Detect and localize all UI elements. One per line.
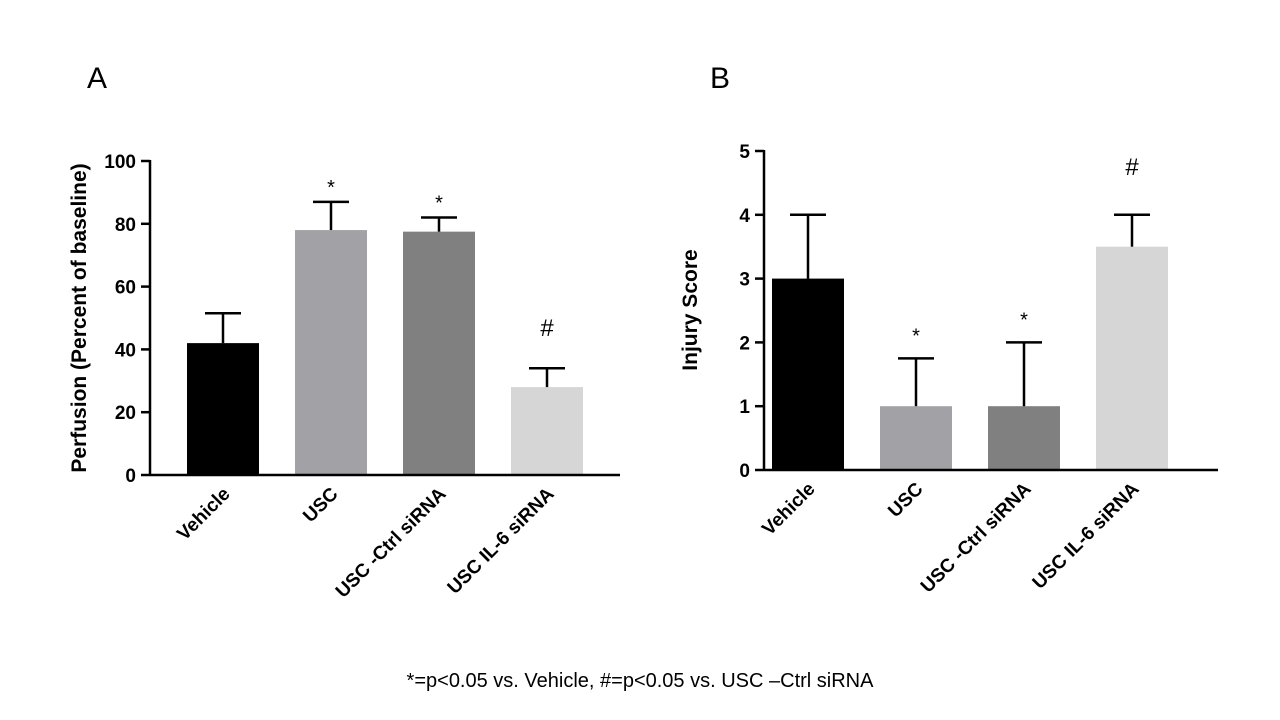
category-label-0: Vehicle [173, 484, 234, 545]
y-tick-label-0: 0 [739, 461, 750, 482]
bar-1 [295, 230, 367, 475]
bar-1 [880, 406, 952, 470]
category-label-1: USC [884, 478, 927, 521]
category-label-2: USC -Ctrl siRNA [332, 483, 451, 602]
significance-mark-3: # [1125, 154, 1139, 181]
bar-3 [511, 387, 583, 475]
y-tick-label-3: 60 [115, 278, 136, 299]
y-tick-label-2: 2 [739, 333, 750, 354]
category-label-1: USC [299, 483, 342, 526]
y-axis-title: Injury Score [679, 249, 702, 370]
y-tick-label-3: 3 [739, 270, 750, 291]
significance-footnote: *=p<0.05 vs. Vehicle, #=p<0.05 vs. USC –… [406, 670, 874, 692]
y-tick-label-1: 20 [115, 403, 136, 424]
bar-3 [1096, 246, 1168, 470]
category-label-3: USC IL-6 siRNA [1029, 478, 1144, 593]
category-label-0: Vehicle [758, 479, 819, 540]
panel-letter: B [710, 62, 730, 95]
y-tick-label-5: 100 [104, 152, 136, 173]
category-label-3: USC IL-6 siRNA [444, 483, 559, 598]
y-tick-label-1: 1 [739, 397, 750, 418]
y-tick-label-4: 80 [115, 215, 136, 236]
bar-0 [772, 278, 844, 470]
significance-mark-1: * [912, 325, 920, 347]
y-tick-label-4: 4 [739, 206, 750, 227]
bar-0 [187, 343, 259, 475]
y-tick-label-5: 5 [739, 142, 750, 163]
significance-mark-3: # [540, 315, 554, 342]
significance-mark-2: * [435, 193, 443, 215]
y-axis-title: Perfusion (Percent of baseline) [68, 163, 91, 472]
significance-mark-2: * [1020, 309, 1028, 331]
bar-2 [403, 231, 475, 475]
y-tick-label-2: 40 [115, 340, 136, 361]
category-label-2: USC -Ctrl siRNA [917, 478, 1036, 597]
panel-letter: A [87, 62, 107, 95]
y-tick-label-0: 0 [125, 466, 136, 487]
bar-2 [988, 406, 1060, 470]
significance-mark-1: * [327, 177, 335, 199]
